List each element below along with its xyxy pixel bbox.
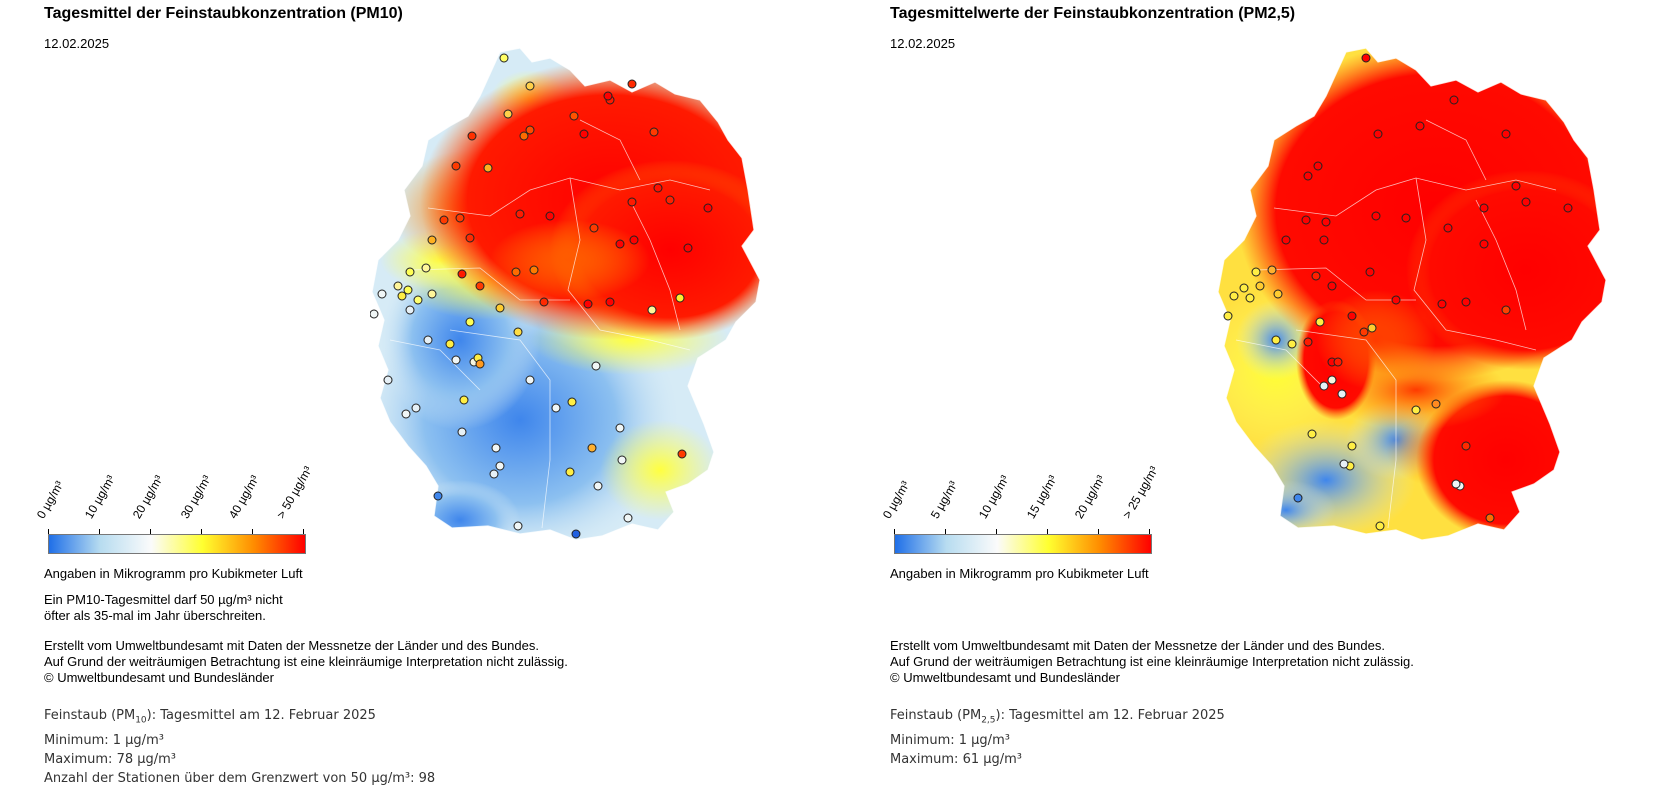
copyright-line: © Umweltbundesamt und Bundesländer <box>890 670 1120 685</box>
minimum-value: Minimum: 1 µg/m³ <box>44 732 164 748</box>
map-title: Tagesmittel der Feinstaubkonzentration (… <box>44 5 403 22</box>
credit-line: Erstellt vom Umweltbundesamt mit Daten d… <box>890 638 1385 653</box>
legend-tick <box>303 529 304 535</box>
credit-line: Auf Grund der weiträumigen Betrachtung i… <box>44 654 568 669</box>
pollutant-prefix: Feinstaub (PM <box>44 708 136 723</box>
limit-note: Ein PM10-Tagesmittel darf 50 µg/m³ nicht… <box>44 592 344 624</box>
legend-tick-label: 20 µg/m³ <box>1071 472 1108 521</box>
pollutant-subscript: 2,5 <box>981 715 996 726</box>
exceedance-count: Anzahl der Stationen über dem Grenzwert … <box>44 770 436 786</box>
maximum-value: Maximum: 61 µg/m³ <box>890 751 1023 767</box>
pollutant-suffix: ): Tagesmittel am 12. Februar 2025 <box>995 708 1225 723</box>
germany-pm25-map <box>1217 47 1607 541</box>
unit-note: Angaben in Mikrogramm pro Kubikmeter Luf… <box>44 566 303 581</box>
legend-tick <box>996 529 997 535</box>
credit-note: Erstellt vom Umweltbundesamt mit Daten d… <box>44 638 644 686</box>
legend-tick <box>48 529 49 535</box>
credit-line: Auf Grund der weiträumigen Betrachtung i… <box>890 654 1414 669</box>
legend-tick <box>945 529 946 535</box>
pollutant-line: Feinstaub (PM10): Tagesmittel am 12. Feb… <box>44 706 435 731</box>
limit-note-line: Ein PM10-Tagesmittel darf 50 µg/m³ nicht <box>44 592 283 607</box>
credit-line: Erstellt vom Umweltbundesamt mit Daten d… <box>44 638 539 653</box>
legend-tick <box>99 529 100 535</box>
pm10-panel: Tagesmittel der Feinstaubkonzentration (… <box>0 0 830 793</box>
legend-tick-label: 40 µg/m³ <box>225 472 262 521</box>
measurement-stations <box>370 53 713 539</box>
legend-tick-label: 30 µg/m³ <box>177 472 214 521</box>
pollutant-line: Feinstaub (PM2,5): Tagesmittel am 12. Fe… <box>890 706 1225 731</box>
legend-tick-label: 0 µg/m³ <box>33 478 67 521</box>
copyright-line: © Umweltbundesamt und Bundesländer <box>44 670 274 685</box>
legend-tick <box>252 529 253 535</box>
germany-pm10-map <box>370 47 761 541</box>
pollutant-subscript: 10 <box>135 715 147 726</box>
credit-note: Erstellt vom Umweltbundesamt mit Daten d… <box>890 638 1490 686</box>
color-legend: 0 µg/m³ 5 µg/m³ 10 µg/m³ 15 µg/m³ 20 µg/… <box>880 455 1161 555</box>
legend-tick <box>894 529 895 535</box>
statistics: Feinstaub (PM10): Tagesmittel am 12. Feb… <box>44 706 435 788</box>
legend-tick-label: > 25 µg/m³ <box>1119 463 1161 521</box>
legend-tick <box>1047 529 1048 535</box>
minimum-value: Minimum: 1 µg/m³ <box>890 732 1010 748</box>
map-title: Tagesmittelwerte der Feinstaubkonzentrat… <box>890 5 1296 22</box>
legend-tick-label: 10 µg/m³ <box>81 472 118 521</box>
legend-color-bar <box>48 534 306 554</box>
legend-tick-label: 0 µg/m³ <box>879 478 913 521</box>
statistics: Feinstaub (PM2,5): Tagesmittel am 12. Fe… <box>890 706 1225 769</box>
unit-note: Angaben in Mikrogramm pro Kubikmeter Luf… <box>890 566 1149 581</box>
color-legend: 0 µg/m³ 10 µg/m³ 20 µg/m³ 30 µg/m³ 40 µg… <box>34 455 315 555</box>
map-date: 12.02.2025 <box>44 36 110 51</box>
maximum-value: Maximum: 78 µg/m³ <box>44 751 177 767</box>
legend-tick-label: > 50 µg/m³ <box>273 463 315 521</box>
legend-tick <box>1098 529 1099 535</box>
legend-tick-label: 10 µg/m³ <box>975 472 1012 521</box>
measurement-stations <box>1223 53 1573 531</box>
legend-tick <box>150 529 151 535</box>
pollutant-prefix: Feinstaub (PM <box>890 708 982 723</box>
pm25-panel: Tagesmittelwerte der Feinstaubkonzentrat… <box>846 0 1676 793</box>
legend-tick-label: 15 µg/m³ <box>1023 472 1060 521</box>
legend-tick <box>1149 529 1150 535</box>
legend-tick <box>201 529 202 535</box>
map-date: 12.02.2025 <box>890 36 956 51</box>
pollutant-suffix: ): Tagesmittel am 12. Februar 2025 <box>146 708 376 723</box>
legend-tick-label: 5 µg/m³ <box>927 478 961 521</box>
legend-tick-label: 20 µg/m³ <box>129 472 166 521</box>
limit-note-line: öfter als 35-mal im Jahr überschreiten. <box>44 608 266 623</box>
legend-color-bar <box>894 534 1152 554</box>
